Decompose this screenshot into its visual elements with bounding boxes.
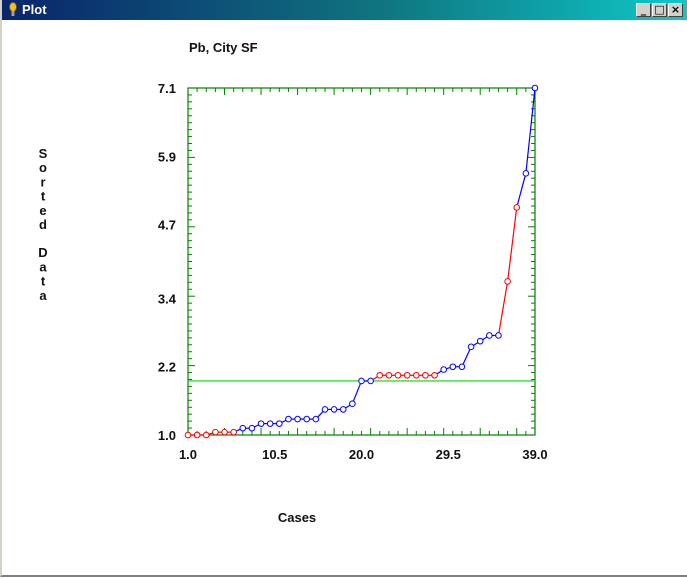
data-point: [458, 363, 466, 371]
close-button[interactable]: ×: [668, 3, 683, 17]
data-point: [403, 371, 411, 379]
data-point: [312, 415, 320, 423]
y-axis-label-letter: S: [39, 146, 48, 161]
series-segment: [351, 380, 363, 404]
x-tick-label: 10.5: [262, 447, 287, 462]
data-point: [486, 332, 493, 339]
data-point: [440, 366, 447, 373]
data-point: [266, 420, 274, 427]
y-tick-label: 5.9: [158, 149, 176, 164]
x-axis-label: Cases: [278, 510, 316, 525]
y-axis-label-letter: r: [40, 174, 45, 189]
data-point: [412, 371, 420, 379]
x-tick-label: 29.5: [436, 447, 461, 462]
y-axis-label-letter: t: [41, 274, 46, 289]
x-tick-label: 20.0: [349, 447, 374, 462]
y-axis-label-letter: t: [41, 189, 46, 204]
data-point: [303, 415, 311, 423]
title-bar[interactable]: Plot _ □ ×: [2, 0, 687, 20]
y-tick-label: 1.0: [158, 428, 176, 443]
data-point: [449, 363, 457, 371]
data-point: [376, 371, 384, 379]
data-point: [504, 278, 511, 285]
data-point: [349, 400, 356, 408]
data-point: [431, 371, 438, 379]
data-point: [495, 332, 502, 339]
data-point: [248, 424, 256, 432]
data-point: [467, 343, 475, 351]
data-point: [513, 204, 521, 211]
chart-title: Pb, City SF: [189, 40, 258, 55]
data-point: [212, 428, 219, 436]
data-point: [193, 431, 201, 439]
series-segment: [516, 173, 527, 208]
series-segment: [525, 87, 536, 174]
y-tick-label: 3.4: [158, 291, 177, 306]
data-point: [522, 170, 530, 177]
data-point: [202, 431, 210, 439]
data-point: [339, 406, 347, 413]
y-tick-label: 7.1: [158, 81, 176, 96]
data-point: [276, 420, 283, 427]
data-point: [330, 406, 338, 413]
data-point: [358, 377, 365, 385]
data-point: [257, 420, 265, 427]
data-point: [394, 371, 402, 379]
maximize-button[interactable]: □: [652, 3, 667, 17]
series-segment: [461, 346, 472, 367]
data-point: [321, 406, 329, 413]
y-axis-label-letter: o: [39, 160, 47, 175]
data-point: [285, 415, 292, 423]
data-point: [385, 371, 393, 379]
minimize-button[interactable]: _: [636, 3, 651, 17]
y-axis-label-letter: d: [39, 217, 47, 232]
data-point: [184, 431, 192, 439]
data-point: [367, 377, 374, 385]
y-axis-label-letter: a: [39, 288, 47, 303]
app-icon: [9, 2, 17, 16]
x-tick-label: 1.0: [179, 447, 197, 462]
series-segment: [507, 207, 518, 282]
window-title: Plot: [22, 2, 47, 17]
data-point: [531, 84, 539, 92]
data-point: [221, 428, 228, 436]
y-tick-label: 2.2: [158, 360, 176, 375]
series-segment: [497, 281, 509, 336]
y-axis-label-letter: e: [39, 203, 46, 218]
data-point: [230, 428, 237, 436]
data-point: [294, 415, 301, 423]
y-tick-label: 4.7: [158, 218, 176, 233]
data-point: [476, 337, 484, 345]
data-point: [239, 424, 247, 432]
y-axis-label-letter: D: [38, 245, 47, 260]
y-axis-label-letter: a: [39, 259, 47, 274]
x-tick-label: 39.0: [522, 447, 547, 462]
data-point: [422, 371, 429, 379]
